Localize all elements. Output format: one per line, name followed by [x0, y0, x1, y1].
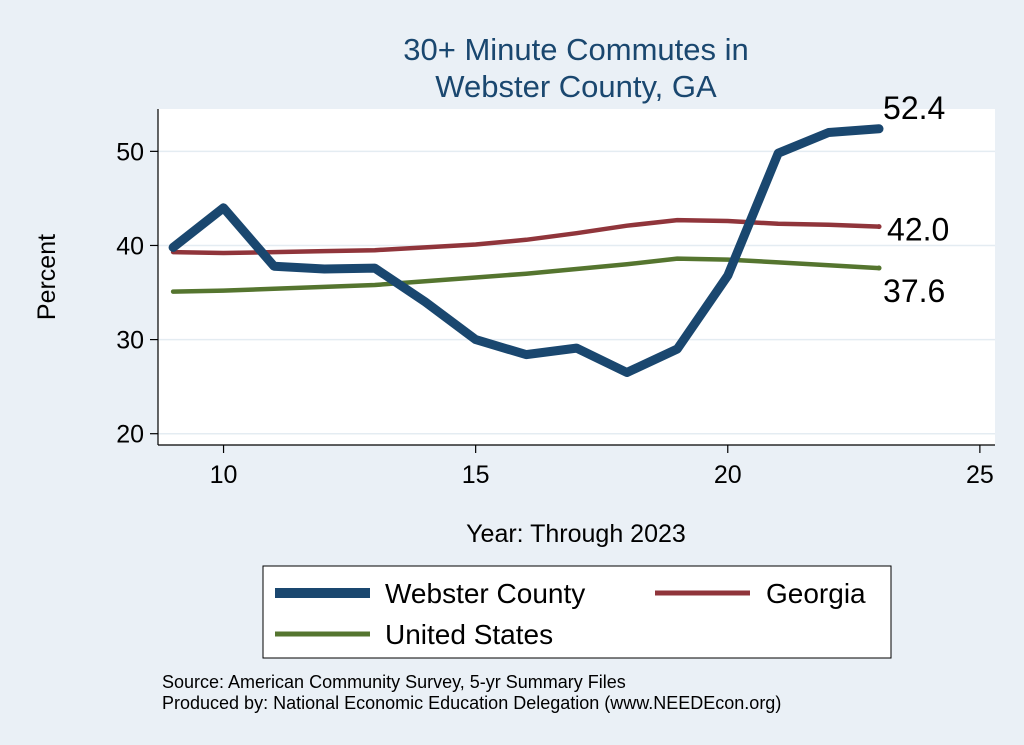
legend-label-georgia: Georgia	[766, 578, 866, 609]
grid-lines	[158, 150, 995, 435]
plot-area	[158, 109, 995, 445]
chart-title-line-2: Webster County, GA	[435, 69, 717, 104]
end-point-united-states	[876, 265, 882, 271]
y-tick-label-30: 30	[116, 327, 144, 355]
axes: 20 30 40 50 10 15 20 25	[116, 109, 995, 489]
y-tick-label-20: 20	[116, 421, 144, 449]
end-label-webster-county: 52.4	[883, 90, 945, 126]
x-tick-label-25: 25	[966, 461, 994, 489]
produced-by-note: Produced by: National Economic Education…	[162, 693, 781, 713]
legend-box	[262, 565, 892, 659]
series-line-georgia	[170, 217, 882, 256]
source-note: Source: American Community Survey, 5-yr …	[162, 672, 626, 692]
end-labels: 52.4 42.0 37.6	[883, 90, 949, 309]
legend-label-webster: Webster County	[385, 578, 585, 609]
end-label-united-states: 37.6	[883, 273, 945, 309]
x-tick-label-15: 15	[462, 461, 490, 489]
y-tick-label-40: 40	[116, 232, 144, 260]
x-tick-label-10: 10	[210, 461, 238, 489]
series-line-webster-county	[168, 124, 884, 377]
end-point-webster-county	[876, 126, 882, 132]
y-tick-label-50: 50	[116, 138, 144, 166]
end-point-georgia	[876, 224, 882, 230]
legend-label-united-states: United States	[385, 619, 553, 650]
x-tick-label-20: 20	[714, 461, 742, 489]
series-line-united-states	[170, 256, 882, 294]
y-axis-label: Percent	[33, 234, 61, 320]
series-lines	[168, 124, 884, 377]
legend: Webster County Georgia United States	[262, 565, 892, 659]
chart-title-line-1: 30+ Minute Commutes in	[403, 32, 748, 67]
end-label-georgia: 42.0	[887, 212, 949, 248]
x-axis-label: Year: Through 2023	[466, 520, 686, 548]
